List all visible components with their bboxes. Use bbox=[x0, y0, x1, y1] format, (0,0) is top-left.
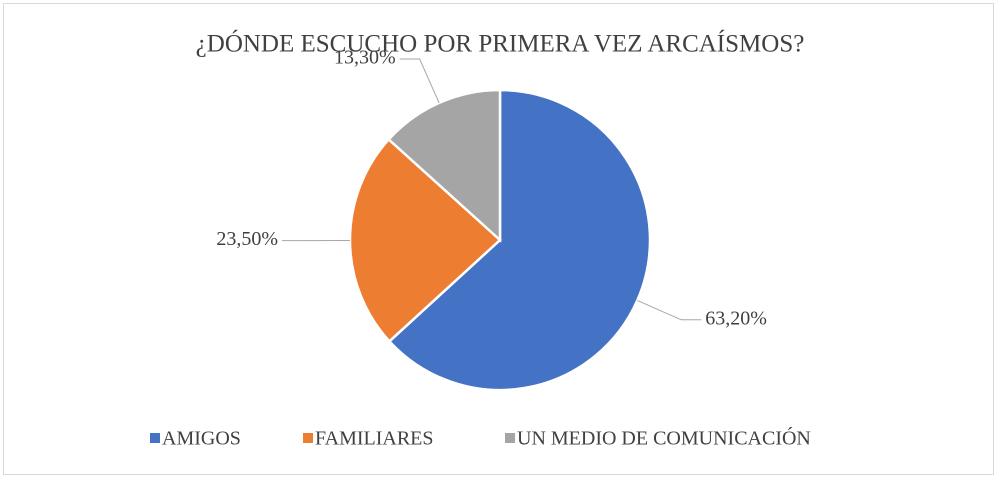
chart-title: ¿DÓNDE ESCUCHO POR PRIMERA VEZ ARCAÍSMOS… bbox=[196, 30, 805, 58]
data-label: 63,20% bbox=[705, 307, 767, 329]
data-label: 13,30% bbox=[334, 47, 396, 69]
legend-label: AMIGOS bbox=[162, 428, 241, 450]
legend-swatch bbox=[505, 433, 515, 443]
pie-slice bbox=[348, 137, 502, 344]
legend-swatch bbox=[303, 433, 313, 443]
legend-label: UN MEDIO DE COMUNICACIÓN bbox=[517, 426, 811, 450]
legend-label: FAMILIARES bbox=[315, 428, 434, 450]
leader-line bbox=[637, 299, 702, 321]
pie-slice bbox=[387, 88, 652, 392]
data-label: 23,50% bbox=[216, 228, 278, 250]
leader-line bbox=[399, 58, 440, 104]
pie-slice bbox=[386, 88, 502, 243]
legend-swatch bbox=[150, 433, 160, 443]
